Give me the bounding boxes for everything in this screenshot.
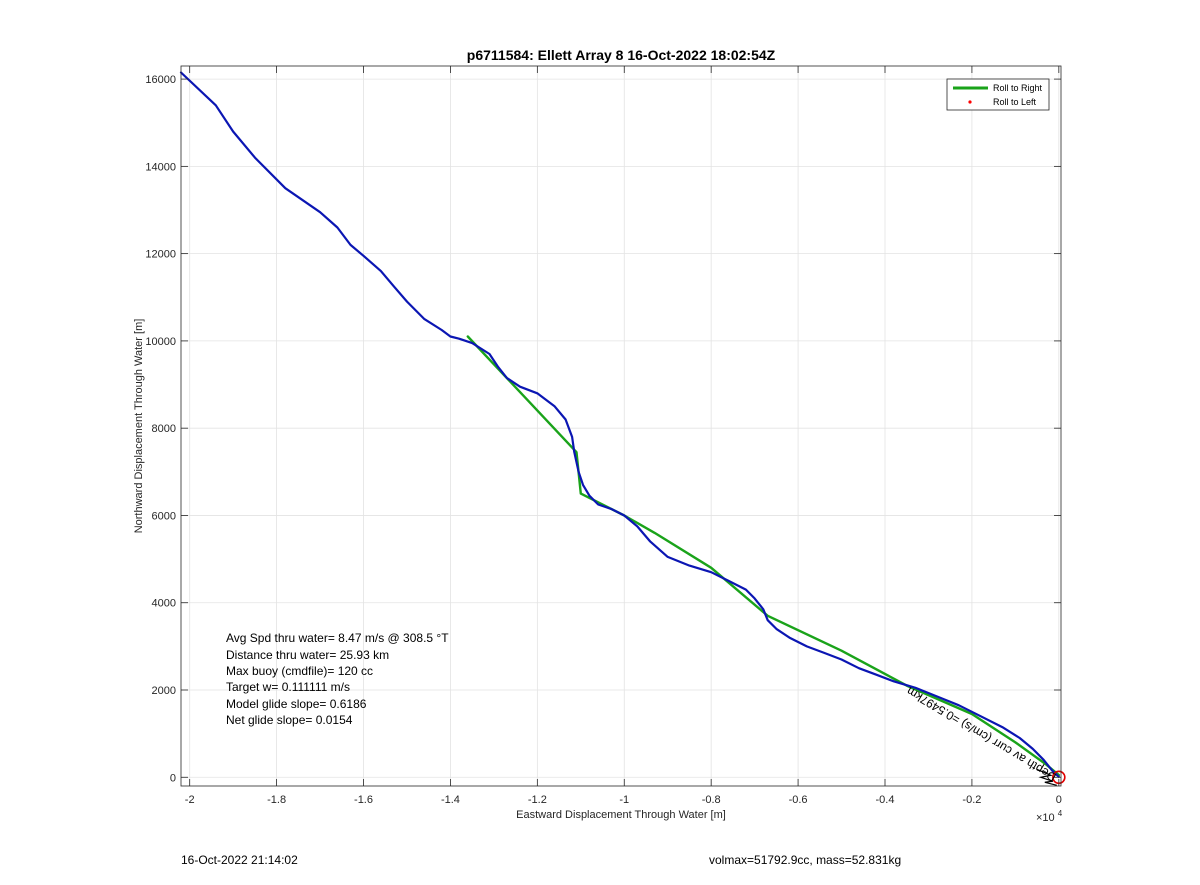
x-tick-label: -0.2 — [962, 794, 981, 806]
x-tick-label: -1.8 — [267, 794, 286, 806]
annotation-distance: Distance thru water= 25.93 km — [226, 648, 389, 662]
y-tick-label: 6000 — [152, 510, 176, 522]
x-tick-label: -0.6 — [789, 794, 808, 806]
x-tick-label: -0.4 — [876, 794, 895, 806]
y-tick-label: 16000 — [145, 74, 176, 86]
x-axis-exponent: ×10 4 — [1036, 809, 1063, 824]
x-axis-label: Eastward Displacement Through Water [m] — [516, 809, 726, 821]
annotation-target-w: Target w= 0.111111 m/s — [226, 680, 350, 694]
legend-box — [946, 78, 1050, 111]
footer-timestamp: 16-Oct-2022 21:14:02 — [181, 853, 298, 867]
x-exponent-power: 4 — [1058, 809, 1063, 818]
y-tick-label: 0 — [170, 772, 176, 784]
plot-area-background — [181, 66, 1061, 786]
legend-roll-right-label: Roll to Right — [993, 83, 1043, 93]
x-tick-label: -2 — [185, 794, 195, 806]
x-tick-label: -1.2 — [528, 794, 547, 806]
stats-annotation: Avg Spd thru water= 8.47 m/s @ 308.5 °T … — [226, 631, 449, 727]
roll-to-right-line — [466, 335, 1061, 777]
x-tick-label: -1 — [619, 794, 629, 806]
chart-title: p6711584: Ellett Array 8 16-Oct-2022 18:… — [467, 47, 776, 63]
current-vector-arrows — [1036, 768, 1057, 786]
glider-track-line — [179, 71, 1060, 778]
legend: Roll to Right Roll to Left — [946, 78, 1050, 111]
y-tick-label: 2000 — [152, 685, 176, 697]
y-axis-label: Northward Displacement Through Water [m] — [133, 319, 145, 534]
x-tick-label: -1.4 — [441, 794, 460, 806]
axis-ticks: -2 -1.8 -1.6 -1.4 -1.2 -1 -0.8 -0.6 -0.4 -0.2 0 0 20… — [145, 66, 1062, 806]
y-tick-label: 14000 — [145, 161, 176, 173]
annotation-net-glide-slope: Net glide slope= 0.0154 — [226, 713, 353, 727]
y-tick-label: 8000 — [152, 423, 176, 435]
annotation-model-glide-slope: Model glide slope= 0.6186 — [226, 697, 367, 711]
footer-volmax-mass: volmax=51792.9cc, mass=52.831kg — [709, 853, 902, 867]
legend-roll-left-swatch — [968, 100, 972, 104]
x-exponent-base: ×10 — [1036, 812, 1055, 824]
y-tick-label: 10000 — [145, 336, 176, 348]
y-tick-label: 4000 — [152, 598, 176, 610]
x-tick-label: -0.8 — [702, 794, 721, 806]
data-series — [179, 71, 1061, 778]
annotation-avg-speed: Avg Spd thru water= 8.47 m/s @ 308.5 °T — [226, 631, 449, 645]
legend-roll-left-label: Roll to Left — [993, 97, 1037, 107]
y-tick-label: 12000 — [145, 249, 176, 261]
x-tick-label: -1.6 — [354, 794, 373, 806]
x-tick-label: 0 — [1056, 794, 1062, 806]
plot-area-frame — [180, 65, 1062, 787]
annotation-max-buoy: Max buoy (cmdfile)= 120 cc — [226, 664, 373, 678]
